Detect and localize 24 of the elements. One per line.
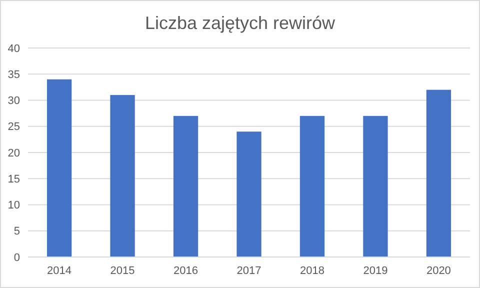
bar [363,116,388,257]
y-tick-label: 10 [8,200,20,212]
y-tick-label: 40 [8,42,20,55]
chart-title: Liczba zajętych rewirów [144,13,336,33]
bar [173,116,198,257]
bar [110,95,135,257]
y-tick-label: 20 [8,147,20,160]
y-tick-label: 30 [8,95,20,108]
y-tick-label: 25 [8,121,20,134]
bar [236,132,262,257]
x-tick-label: 2015 [110,265,135,277]
y-tick-label: 35 [8,68,20,81]
bar [46,79,72,257]
x-tick-label: 2019 [363,265,388,277]
x-tick-label: 2020 [426,265,451,277]
x-tick-label: 2018 [300,265,324,277]
y-tick-label: 15 [8,173,20,186]
x-tick-label: 2017 [236,265,262,277]
bar [300,116,325,257]
x-tick-label: 2016 [174,265,198,277]
y-tick-label: 5 [14,226,20,238]
x-tick-label: 2014 [47,265,72,277]
y-tick-label: 0 [14,252,20,264]
bar [426,90,452,257]
